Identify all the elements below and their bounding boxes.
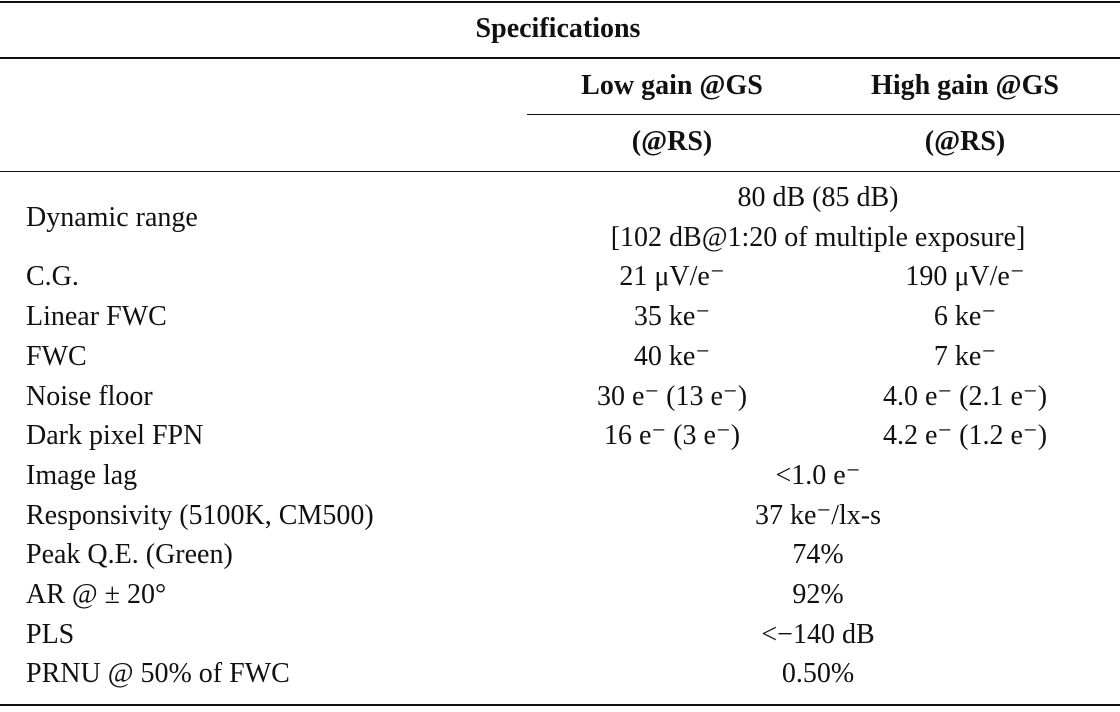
header-rule [527,114,1120,115]
table-title: Specifications [475,13,641,44]
row-label: PLS [26,618,75,650]
merged-cell: 80 dB (85 dB) [737,182,899,213]
merged-cell: 37 ke⁻/lx-s [755,499,881,531]
row-label: Image lag [26,459,138,491]
cell: 4.2 e⁻ (1.2 e⁻) [882,420,1048,452]
row-label: FWC [26,340,87,372]
cell: 21 μV/e⁻ [619,261,725,293]
cell: 30 e⁻ (13 e⁻) [596,380,748,412]
row-label: Linear FWC [26,301,167,333]
row-label: Responsivity (5100K, CM500) [26,499,374,531]
row-label: Dark pixel FPN [26,420,204,452]
column-header: Low gain @GS [581,70,763,101]
row-label: C.G. [26,261,79,293]
column-subheader: (@RS) [924,126,1006,157]
body-rule [0,171,1120,172]
merged-cell: 92% [792,579,844,610]
column-subheader: (@RS) [631,126,713,157]
row-label: Noise floor [26,380,153,412]
mid-rule [0,57,1120,59]
cell: 40 ke⁻ [633,340,711,372]
merged-cell: <1.0 e⁻ [775,459,861,491]
row-label: AR @ ± 20° [26,579,167,610]
top-rule [0,1,1120,3]
column-header: High gain @GS [871,70,1059,101]
bottom-rule [0,704,1120,706]
row-label: Dynamic range [26,201,198,233]
cell: 4.0 e⁻ (2.1 e⁻) [882,380,1048,412]
merged-cell: 74% [792,539,844,571]
cell: 6 ke⁻ [933,301,997,333]
merged-cell: [102 dB@1:20 of multiple exposure] [610,221,1026,253]
cell: 35 ke⁻ [633,301,711,333]
merged-cell: 0.50% [781,658,855,690]
cell: 16 e⁻ (3 e⁻) [603,420,741,452]
row-label: PRNU @ 50% of FWC [26,658,290,690]
cell: 190 μV/e⁻ [905,261,1025,293]
row-label: Peak Q.E. (Green) [26,539,233,571]
cell: 7 ke⁻ [933,340,997,372]
merged-cell: <−140 dB [761,618,875,650]
